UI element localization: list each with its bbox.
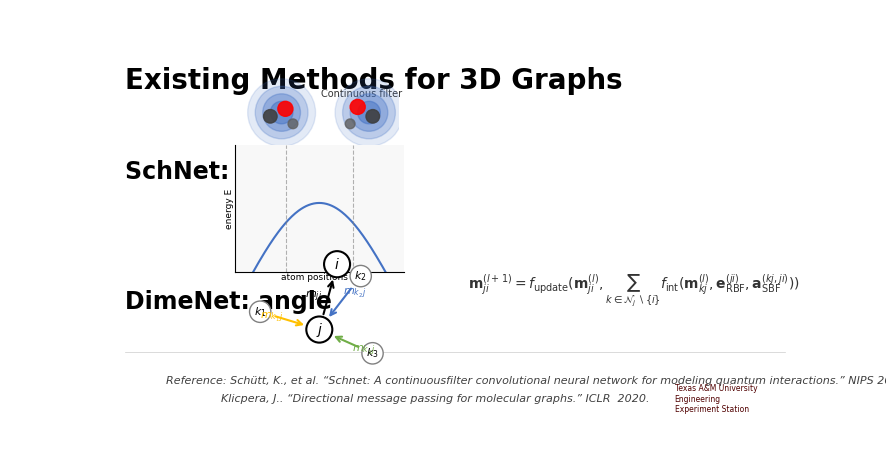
Text: ᴬM: ᴬM (698, 434, 719, 448)
Circle shape (361, 343, 383, 364)
Text: DimeNet: angle: DimeNet: angle (124, 290, 331, 314)
Text: Reference: Schütt, K., et al. “Schnet: A continuousfilter convolutional neural n: Reference: Schütt, K., et al. “Schnet: A… (166, 376, 886, 386)
Circle shape (350, 94, 387, 131)
Circle shape (335, 79, 402, 146)
Circle shape (249, 301, 270, 322)
Text: $m_{k_1j}$: $m_{k_1j}$ (260, 310, 284, 325)
Circle shape (350, 99, 365, 114)
Text: Continuous filter: Continuous filter (321, 89, 402, 99)
Text: $k_3$: $k_3$ (366, 347, 378, 360)
Circle shape (270, 101, 292, 124)
Text: $m_{k_3j}$: $m_{k_3j}$ (352, 343, 375, 357)
Circle shape (342, 86, 395, 139)
Text: $k_1$: $k_1$ (253, 305, 266, 318)
Circle shape (262, 94, 300, 131)
Circle shape (255, 86, 307, 139)
Circle shape (288, 119, 298, 129)
Circle shape (357, 101, 380, 124)
Text: $i$: $i$ (334, 257, 339, 272)
Circle shape (306, 317, 332, 343)
Text: $j$: $j$ (315, 320, 323, 339)
Y-axis label: energy E: energy E (224, 189, 233, 229)
Circle shape (366, 110, 379, 123)
Circle shape (350, 265, 371, 287)
Text: $\mathbf{m}_{ji}^{(l+1)} = f_{\mathrm{update}}(\mathbf{m}_{ji}^{(l)},$$\sum_{k \: $\mathbf{m}_{ji}^{(l+1)} = f_{\mathrm{up… (468, 273, 799, 309)
Text: $m_{ji}$: $m_{ji}$ (305, 290, 322, 304)
Circle shape (323, 251, 350, 277)
X-axis label: atom positions R: atom positions R (281, 273, 357, 282)
Circle shape (277, 101, 292, 116)
Circle shape (247, 79, 315, 146)
Circle shape (263, 110, 276, 123)
Text: SchNet: distance: SchNet: distance (124, 160, 350, 184)
Text: $k_2$: $k_2$ (354, 269, 367, 283)
Text: Texas A&M University
Engineering
Experiment Station: Texas A&M University Engineering Experim… (674, 385, 757, 414)
Text: Existing Methods for 3D Graphs: Existing Methods for 3D Graphs (124, 67, 622, 95)
Circle shape (345, 119, 354, 129)
Text: $m_{k_2j}$: $m_{k_2j}$ (343, 287, 366, 301)
Text: Klicpera, J.. “Directional message passing for molecular graphs.” ICLR  2020.: Klicpera, J.. “Directional message passi… (221, 394, 649, 404)
